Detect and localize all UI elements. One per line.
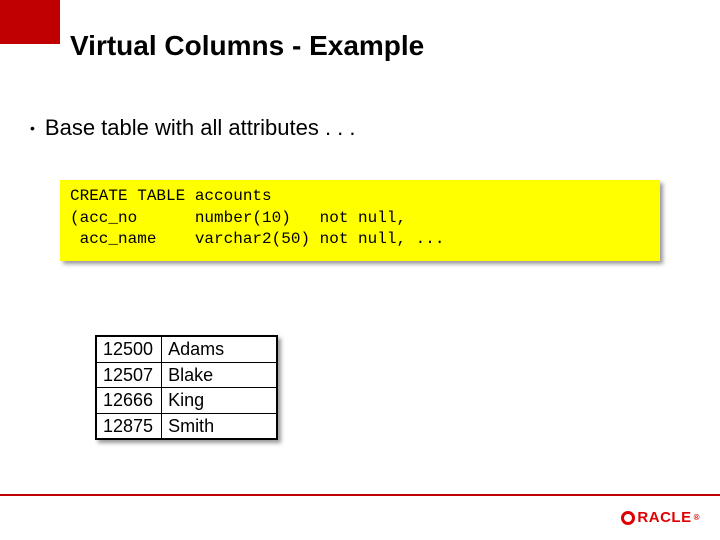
footer-divider [0,494,720,496]
header-accent-block [0,0,60,44]
table-row: 12875 Smith [96,413,277,439]
cell-acc-no: 12500 [96,336,162,362]
cell-acc-name: Blake [162,362,277,388]
registered-mark: ® [694,513,700,522]
cell-acc-no: 12875 [96,413,162,439]
table-row: 12500 Adams [96,336,277,362]
table-row: 12507 Blake [96,362,277,388]
code-line-2: (acc_no number(10) not null, [70,209,406,227]
oracle-logo-text: RACLE [637,509,691,526]
cell-acc-name: Adams [162,336,277,362]
cell-acc-name: Smith [162,413,277,439]
accounts-table: 12500 Adams 12507 Blake 12666 King 12875… [95,335,278,440]
cell-acc-name: King [162,388,277,414]
oracle-logo-o [621,511,635,525]
bullet-item: • Base table with all attributes . . . [30,115,356,141]
sql-code-block: CREATE TABLE accounts (acc_no number(10)… [60,180,660,261]
oracle-logo: RACLE® [621,509,700,526]
code-line-1: CREATE TABLE accounts [70,187,272,205]
page-title: Virtual Columns - Example [70,30,424,62]
code-line-3: acc_name varchar2(50) not null, ... [70,230,444,248]
cell-acc-no: 12666 [96,388,162,414]
bullet-text: Base table with all attributes . . . [45,115,356,141]
table-row: 12666 King [96,388,277,414]
bullet-marker: • [30,120,35,136]
cell-acc-no: 12507 [96,362,162,388]
